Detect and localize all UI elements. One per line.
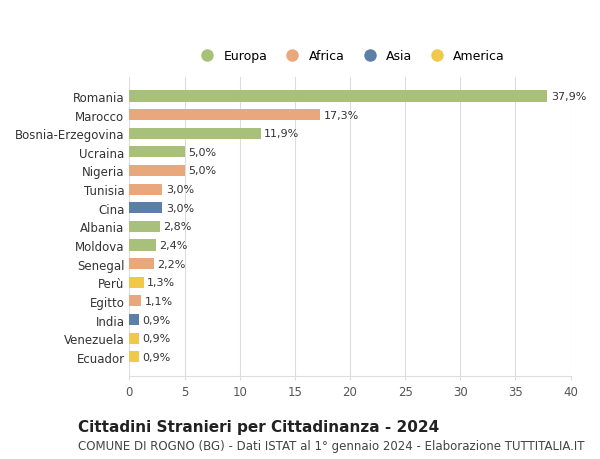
Bar: [130, 221, 160, 232]
Bar: [130, 333, 139, 344]
Bar: [130, 352, 139, 363]
Text: 2,4%: 2,4%: [159, 241, 188, 251]
Bar: [130, 91, 547, 102]
Bar: [130, 258, 154, 269]
Bar: [130, 184, 163, 195]
Text: 2,2%: 2,2%: [157, 259, 185, 269]
Bar: [130, 296, 142, 307]
Text: 11,9%: 11,9%: [264, 129, 299, 139]
Bar: [130, 277, 143, 288]
Text: 5,0%: 5,0%: [188, 147, 216, 157]
Text: 0,9%: 0,9%: [143, 352, 171, 362]
Bar: [130, 166, 185, 177]
Text: 3,0%: 3,0%: [166, 203, 194, 213]
Text: 0,9%: 0,9%: [143, 315, 171, 325]
Text: COMUNE DI ROGNO (BG) - Dati ISTAT al 1° gennaio 2024 - Elaborazione TUTTITALIA.I: COMUNE DI ROGNO (BG) - Dati ISTAT al 1° …: [78, 439, 584, 452]
Text: 17,3%: 17,3%: [323, 110, 359, 120]
Text: 1,1%: 1,1%: [145, 296, 173, 306]
Text: 5,0%: 5,0%: [188, 166, 216, 176]
Text: 2,8%: 2,8%: [164, 222, 192, 232]
Text: 0,9%: 0,9%: [143, 333, 171, 343]
Bar: [130, 240, 156, 251]
Text: 1,3%: 1,3%: [147, 278, 175, 288]
Bar: [130, 129, 260, 140]
Bar: [130, 110, 320, 121]
Text: 37,9%: 37,9%: [551, 92, 586, 102]
Text: Cittadini Stranieri per Cittadinanza - 2024: Cittadini Stranieri per Cittadinanza - 2…: [78, 419, 439, 434]
Bar: [130, 314, 139, 325]
Bar: [130, 147, 185, 158]
Bar: [130, 203, 163, 214]
Legend: Europa, Africa, Asia, America: Europa, Africa, Asia, America: [190, 45, 510, 68]
Text: 3,0%: 3,0%: [166, 185, 194, 195]
